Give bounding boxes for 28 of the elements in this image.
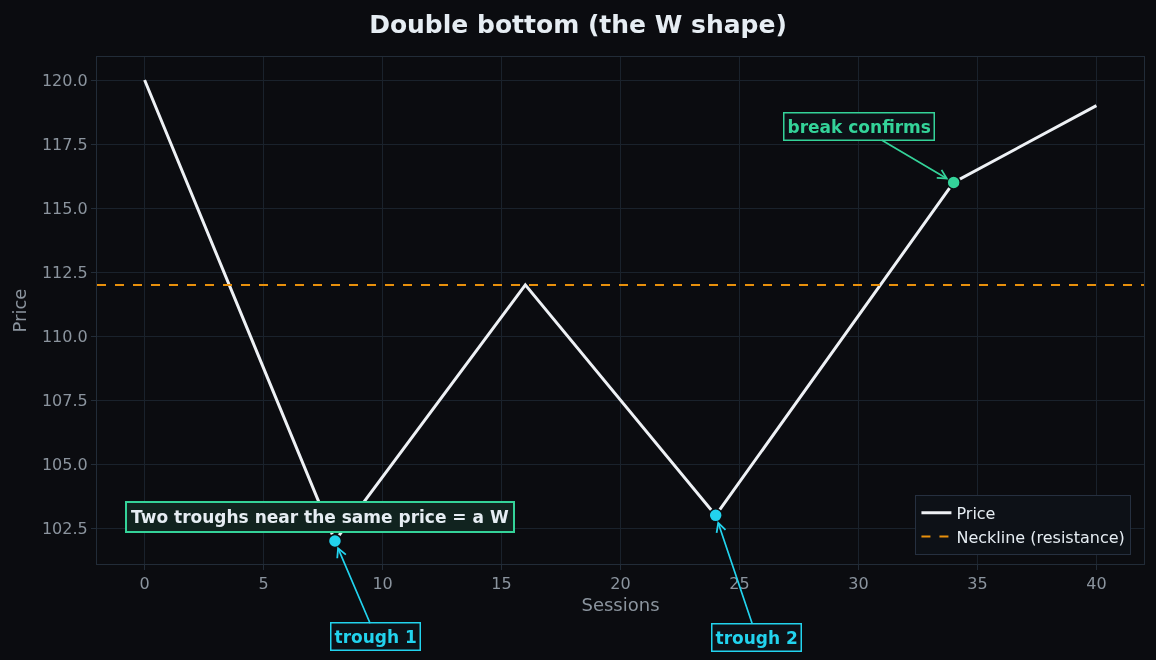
legend-label: Neckline (resistance) [956,527,1125,547]
y-tick-label: 107.5 [41,390,88,410]
point [708,508,723,523]
x-tick-label: 10 [372,574,393,594]
y-tick-label: 105.0 [41,454,88,474]
legend-label: Price [956,504,996,524]
x-axis-title: Sessions [581,594,660,616]
x-tick-label: 40 [1086,574,1107,594]
x-tick-label: 35 [967,574,988,594]
annotation: break confirms [787,116,931,137]
x-tick-label: 5 [258,574,269,594]
y-tick-label: 120.0 [41,70,88,90]
annotation: trough 2 [715,627,798,648]
x-tick-label: 0 [139,574,150,594]
y-tick-label: 117.5 [41,134,88,154]
y-tick-label: 112.5 [41,262,88,282]
point [327,533,343,549]
annotation: trough 1 [334,626,417,647]
point [946,175,961,190]
chart-title: Double bottom (the W shape) [369,9,787,39]
annotation: Two troughs near the same price = a W [131,507,509,527]
x-tick-label: 30 [848,574,869,594]
y-tick-label: 102.5 [41,518,88,538]
y-axis-title: Price [9,288,31,333]
y-tick-label: 115.0 [41,198,88,218]
x-tick-label: 20 [610,574,631,594]
x-tick-label: 15 [491,574,512,594]
y-tick-label: 110.0 [41,326,88,346]
